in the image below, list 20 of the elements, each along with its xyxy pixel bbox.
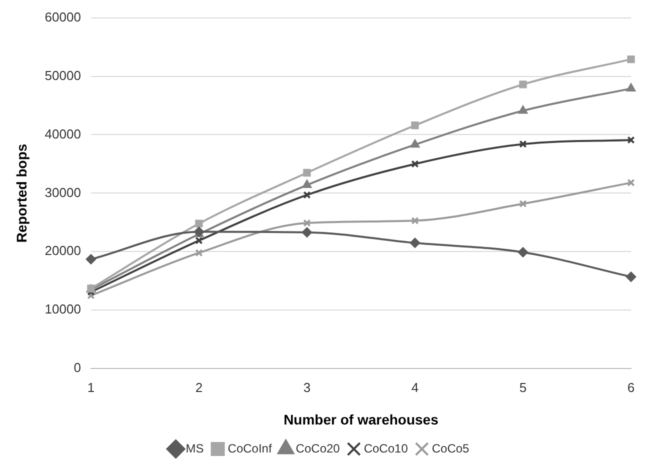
legend-label: CoCo20 (296, 441, 340, 456)
y-tick-label: 0 (74, 360, 81, 376)
legend-label: CoCo10 (364, 441, 408, 456)
x-tick-label: 2 (195, 380, 203, 395)
y-axis-title: Reported bops (13, 144, 30, 243)
y-tick-label: 60000 (44, 9, 81, 24)
y-tick-label: 50000 (44, 68, 81, 83)
legend-label: CoCo5 (432, 441, 470, 456)
x-tick-label: 6 (627, 380, 635, 395)
y-tick-label: 30000 (44, 184, 81, 200)
x-tick-label: 3 (303, 380, 311, 395)
x-tick-label: 4 (411, 380, 419, 395)
legend-label: CoCoInf (228, 441, 272, 456)
y-tick-label: 40000 (44, 126, 81, 142)
y-tick-label: 20000 (44, 243, 81, 258)
legend-label: MS (186, 441, 204, 456)
y-tick-label: 10000 (44, 302, 81, 317)
x-tick-label: 5 (519, 380, 527, 395)
x-axis-title: Number of warehouses (284, 411, 439, 428)
x-tick-label: 1 (87, 380, 95, 395)
